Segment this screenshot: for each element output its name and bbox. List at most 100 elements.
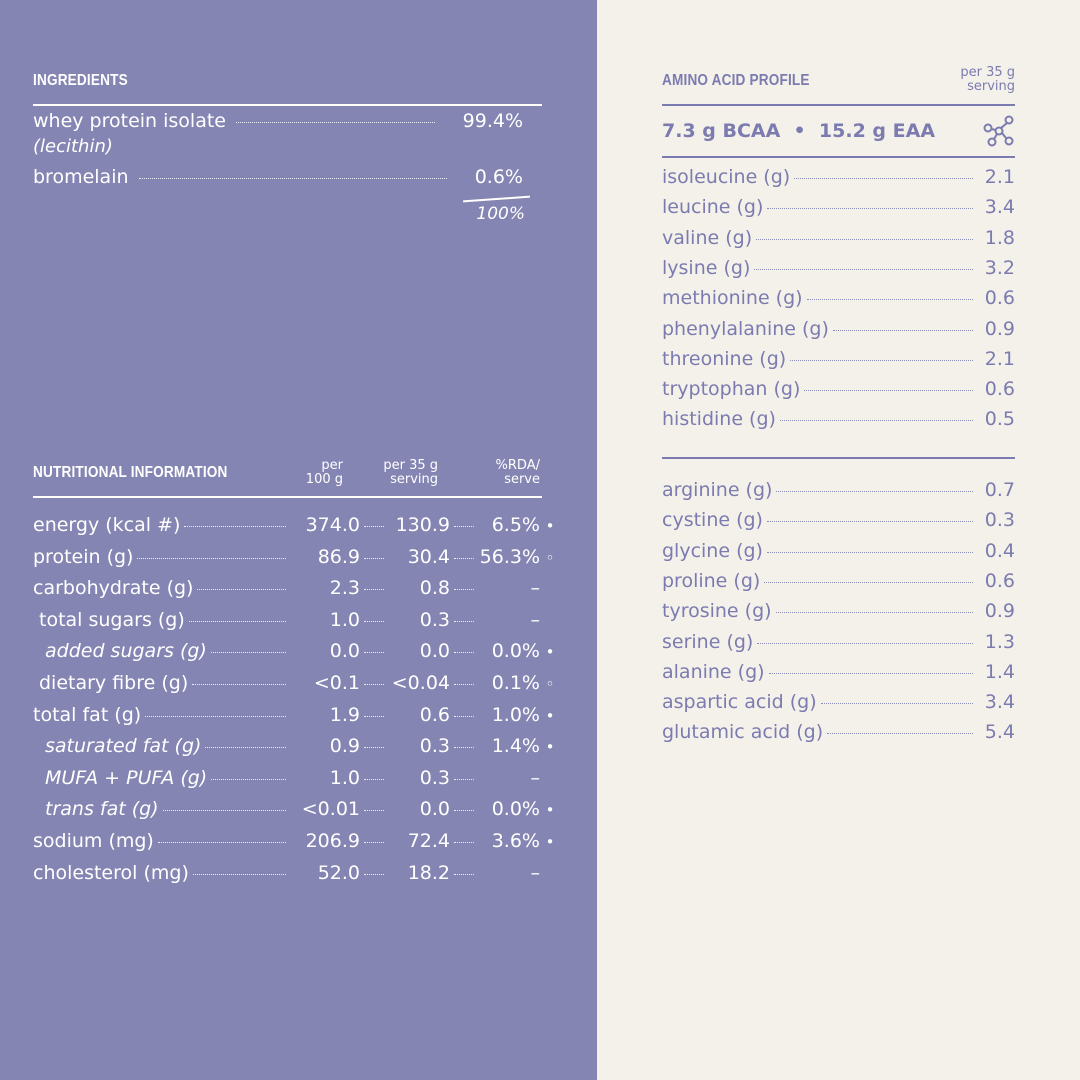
leader xyxy=(137,557,286,559)
amino-value: 1.3 xyxy=(984,630,1015,653)
per-serving: 0.3 xyxy=(419,608,450,631)
per-100g: 86.9 xyxy=(317,545,360,568)
leader xyxy=(364,620,384,622)
ingredient-sub: (lecithin) xyxy=(33,136,113,157)
per-100g: 52.0 xyxy=(317,861,360,884)
leader xyxy=(820,703,973,705)
leader xyxy=(454,778,474,780)
leader xyxy=(145,715,286,717)
leader xyxy=(764,581,973,583)
leader xyxy=(454,620,474,622)
leader xyxy=(157,842,286,843)
per-serving: 18.2 xyxy=(407,861,450,884)
leader xyxy=(768,672,973,674)
rda-marker: ◦ xyxy=(545,675,555,693)
amino-row: valine (g) 1.8 xyxy=(662,227,1015,255)
leader xyxy=(211,778,286,780)
leader xyxy=(192,873,286,875)
per-serving: 0.8 xyxy=(419,577,450,600)
amino-name: glutamic acid (g) xyxy=(662,721,824,744)
leader xyxy=(454,715,474,717)
amino-value: 0.6 xyxy=(984,287,1015,310)
nutrient-name: added sugars (g) xyxy=(45,640,207,663)
leader xyxy=(454,842,474,843)
nutrition-row: saturated fat (g) 0.9 0.3 1.4% • xyxy=(45,735,560,763)
amino-row: proline (g) 0.6 xyxy=(662,570,1015,598)
amino-value: 1.8 xyxy=(984,226,1015,249)
amino-row: methionine (g) 0.6 xyxy=(662,287,1015,315)
rda-marker: • xyxy=(545,706,555,725)
nutrient-name: dietary fibre (g) xyxy=(39,672,189,694)
leader xyxy=(454,652,474,654)
amino-name: tryptophan (g) xyxy=(662,378,801,401)
column-header: per 35 g serving xyxy=(383,458,438,487)
amino-name: alanine (g) xyxy=(662,660,765,683)
amino-value: 0.6 xyxy=(984,378,1015,401)
rda: 1.0% xyxy=(491,703,540,726)
amino-row: serine (g) 1.3 xyxy=(662,631,1015,659)
amino-value: 0.3 xyxy=(984,509,1015,532)
summary: 7.3 g BCAA • 15.2 g EAA xyxy=(662,120,936,142)
amino-row: phenylalanine (g) 0.9 xyxy=(662,318,1015,346)
amino-value: 2.1 xyxy=(984,166,1015,188)
amino-row: lysine (g) 3.2 xyxy=(662,257,1015,285)
amino-value: 0.9 xyxy=(984,317,1015,340)
amino-value: 1.4 xyxy=(984,660,1015,683)
leader xyxy=(364,778,384,780)
per-100g: 206.9 xyxy=(305,830,360,852)
per-100g: 0.0 xyxy=(329,640,360,663)
rule xyxy=(662,156,1015,158)
nutrition-row: protein (g) 86.9 30.4 56.3% ◦ xyxy=(33,546,560,574)
per-100g: <0.01 xyxy=(301,798,360,821)
rda-marker: • xyxy=(545,801,555,820)
leader xyxy=(197,589,286,591)
leader xyxy=(454,557,474,559)
rda-marker: • xyxy=(545,738,555,757)
per-serving: 72.4 xyxy=(407,830,450,852)
amino-name: histidine (g) xyxy=(662,408,776,431)
leader xyxy=(364,652,384,654)
rda-marker: • xyxy=(545,643,555,662)
nutrient-name: energy (kcal #) xyxy=(33,514,181,536)
amino-value: 3.4 xyxy=(984,196,1015,219)
rda: 3.6% xyxy=(491,830,540,852)
rule xyxy=(33,104,542,106)
leader xyxy=(236,122,435,123)
column-header: %RDA/ serve xyxy=(495,458,540,487)
amino-name: glycine (g) xyxy=(662,539,763,562)
amino-row: histidine (g) 0.5 xyxy=(662,408,1015,436)
nutrition-row: energy (kcal #) 374.0 130.9 6.5% • xyxy=(33,514,560,542)
rda: – xyxy=(530,766,541,789)
ingredient-value: 0.6% xyxy=(474,166,523,188)
nutrient-name: saturated fat (g) xyxy=(45,735,202,758)
rda: 0.0% xyxy=(491,640,540,663)
rda-marker: • xyxy=(545,517,555,535)
rule xyxy=(33,496,542,498)
per-serving: 130.9 xyxy=(395,514,450,536)
molecule-icon xyxy=(983,115,1014,147)
right-panel: AMINO ACID PROFILE per 35 g serving 7.3 … xyxy=(597,0,1080,1080)
leader xyxy=(364,810,384,812)
leader xyxy=(806,299,973,301)
leader xyxy=(454,810,474,812)
per-100g: 0.9 xyxy=(329,735,360,758)
leader xyxy=(832,329,973,331)
leader xyxy=(364,715,384,717)
rda: – xyxy=(530,608,541,631)
leader xyxy=(364,684,384,685)
per-100g: 1.9 xyxy=(329,703,360,726)
leader xyxy=(364,842,384,843)
amino-value: 0.7 xyxy=(984,479,1015,501)
per-serving: 0.0 xyxy=(419,798,450,821)
total: 100% xyxy=(476,204,525,224)
amino-row: threonine (g) 2.1 xyxy=(662,348,1015,376)
leader xyxy=(757,642,973,644)
nutrient-name: cholesterol (mg) xyxy=(33,861,189,884)
amino-name: leucine (g) xyxy=(662,196,764,219)
leader xyxy=(364,557,384,559)
nutrient-name: total fat (g) xyxy=(33,703,142,726)
amino-value: 0.5 xyxy=(984,408,1015,431)
nutrient-name: carbohydrate (g) xyxy=(33,577,194,600)
leader xyxy=(364,747,384,749)
amino-row: aspartic acid (g) 3.4 xyxy=(662,691,1015,719)
